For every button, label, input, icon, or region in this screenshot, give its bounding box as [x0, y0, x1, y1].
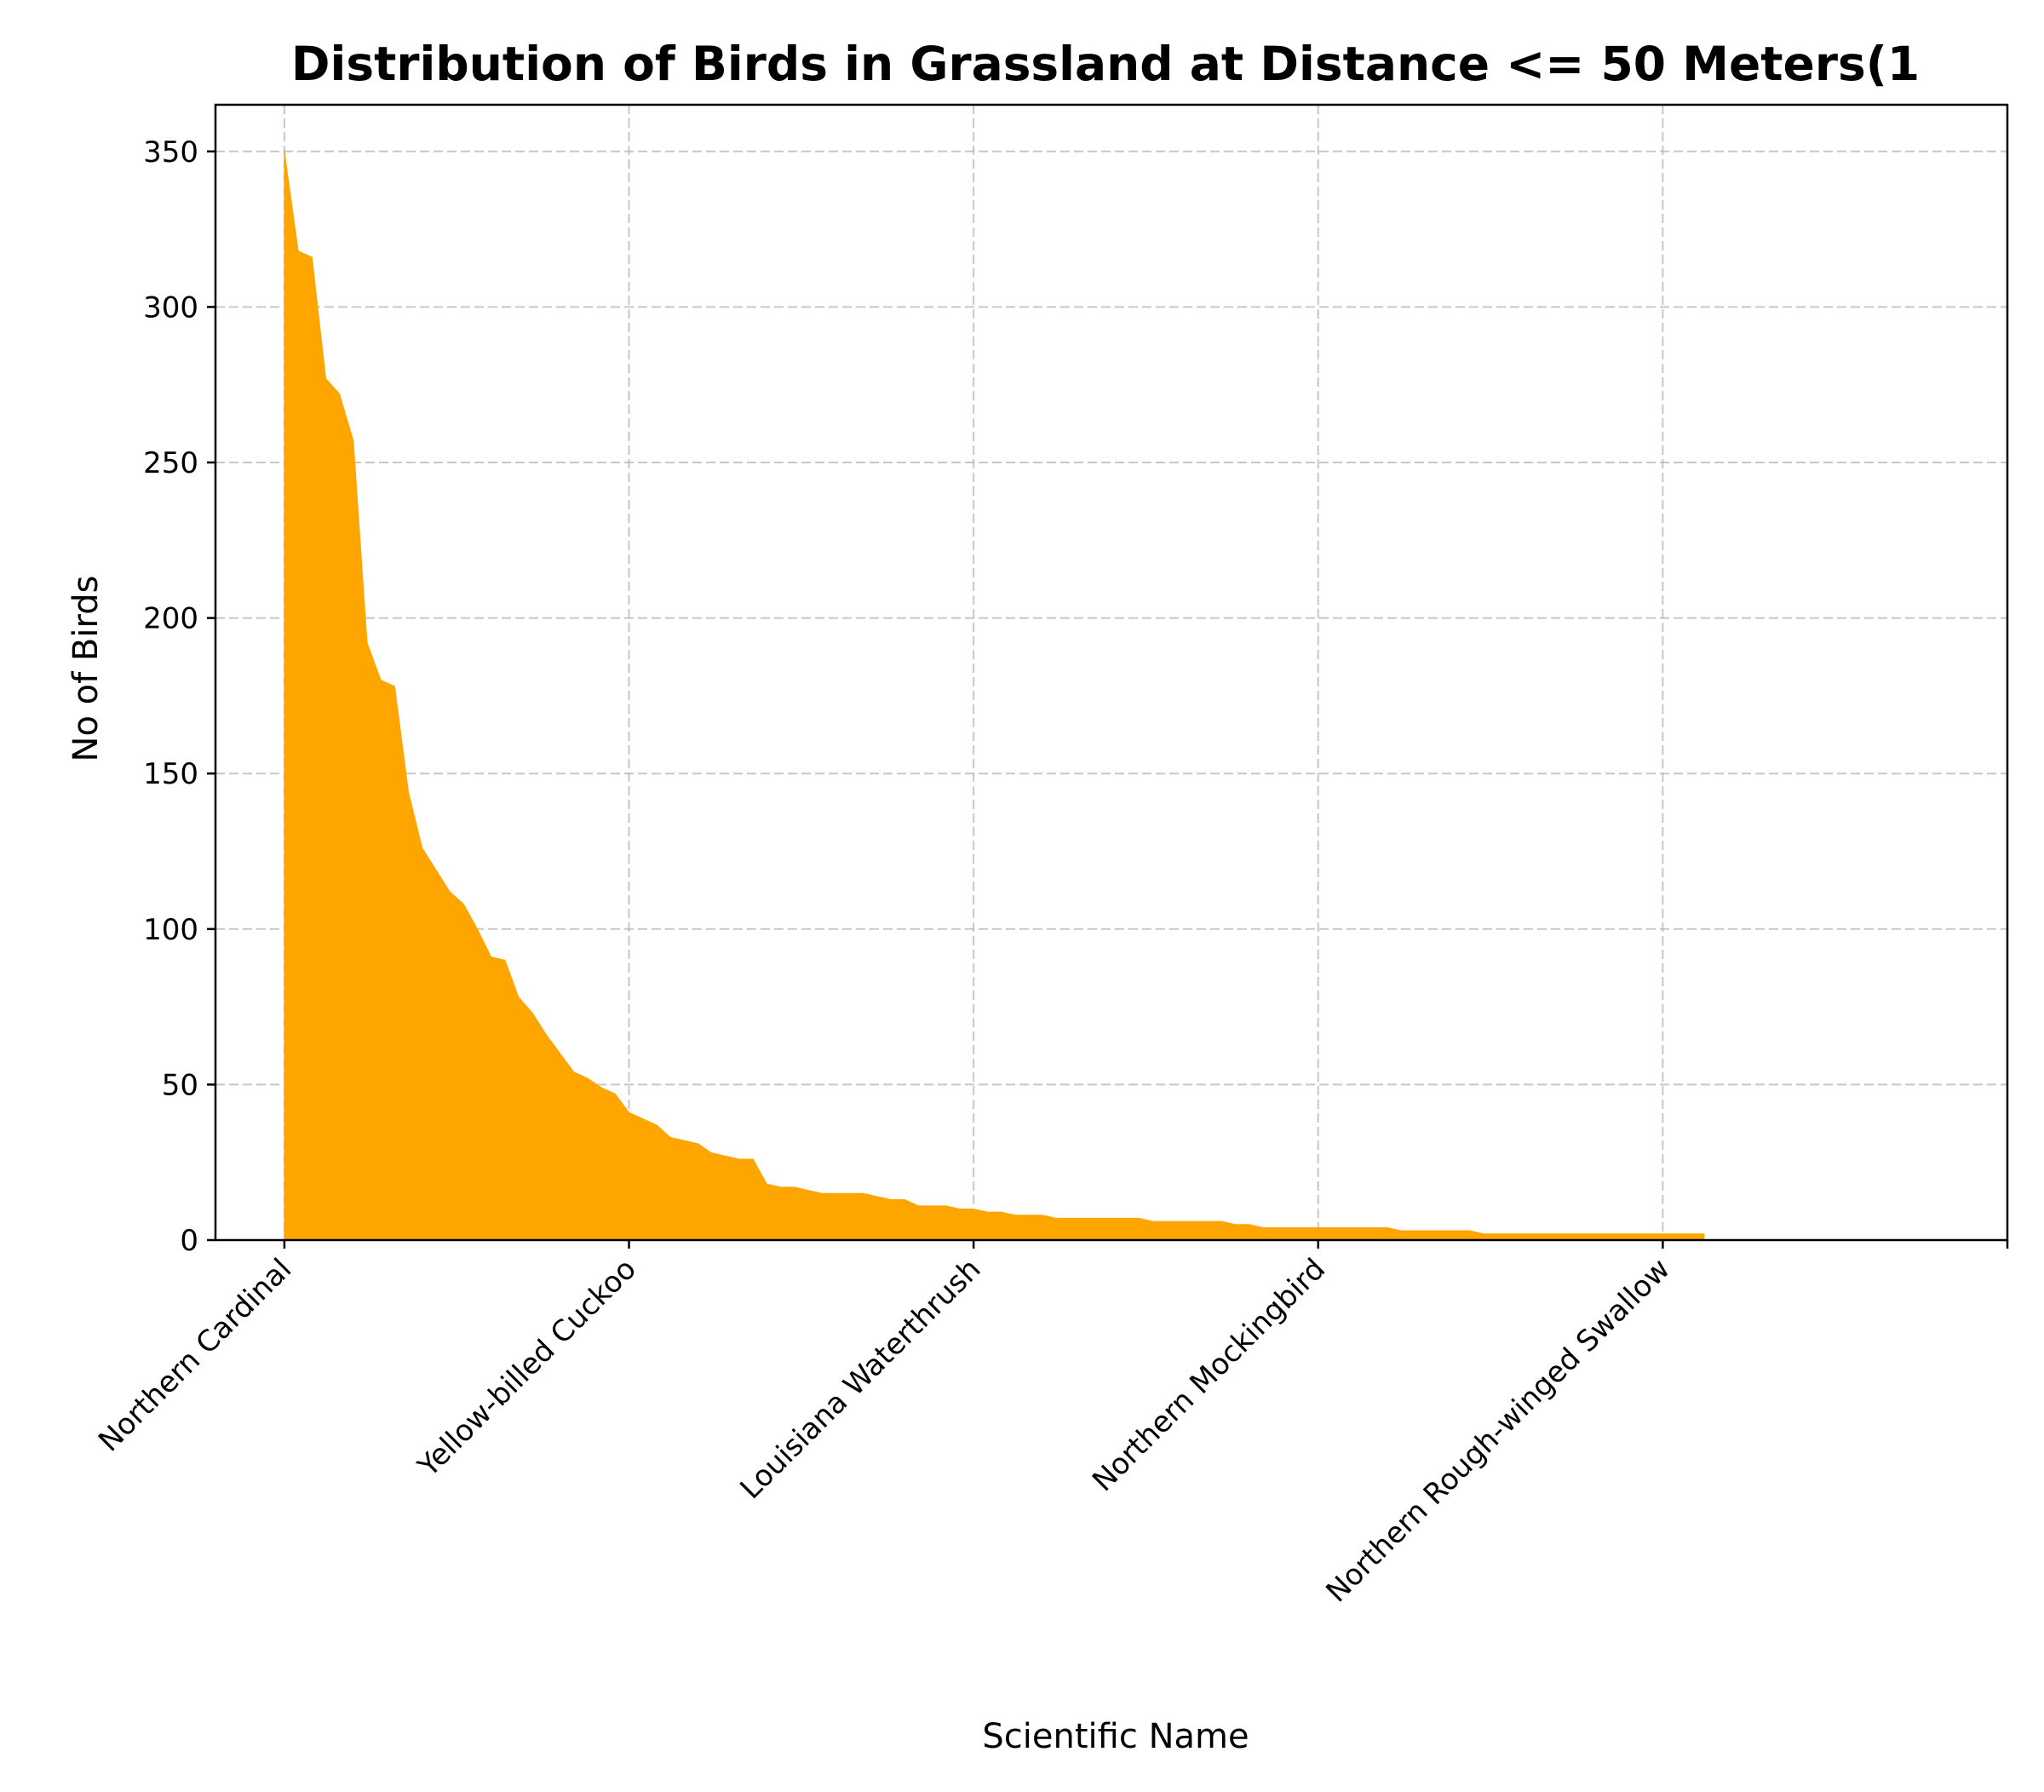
- y-tick-label: 200: [143, 602, 198, 636]
- chart-title: Distribution of Birds in Grassland at Di…: [291, 37, 1920, 91]
- y-tick-label: 100: [143, 913, 198, 947]
- y-tick-label: 0: [180, 1224, 198, 1258]
- axes-frame: [214, 103, 2009, 1242]
- x-axis-label: Scientific Name: [982, 1717, 1249, 1756]
- y-axis-label: No of Birds: [66, 576, 106, 762]
- y-tick-label: 350: [143, 135, 198, 169]
- y-tick-label: 300: [143, 290, 198, 325]
- area-series: [284, 151, 1705, 1241]
- y-tick-label: 250: [143, 446, 198, 480]
- y-tick-label: 50: [162, 1068, 198, 1102]
- y-tick-label: 150: [143, 757, 198, 791]
